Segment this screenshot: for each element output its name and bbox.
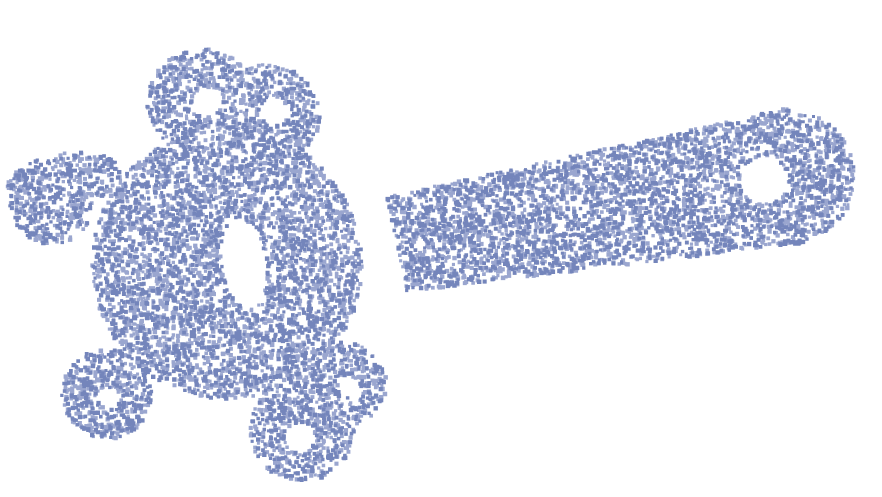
point-cloud-light: [5, 47, 856, 482]
point-cloud-dark: [6, 47, 856, 483]
